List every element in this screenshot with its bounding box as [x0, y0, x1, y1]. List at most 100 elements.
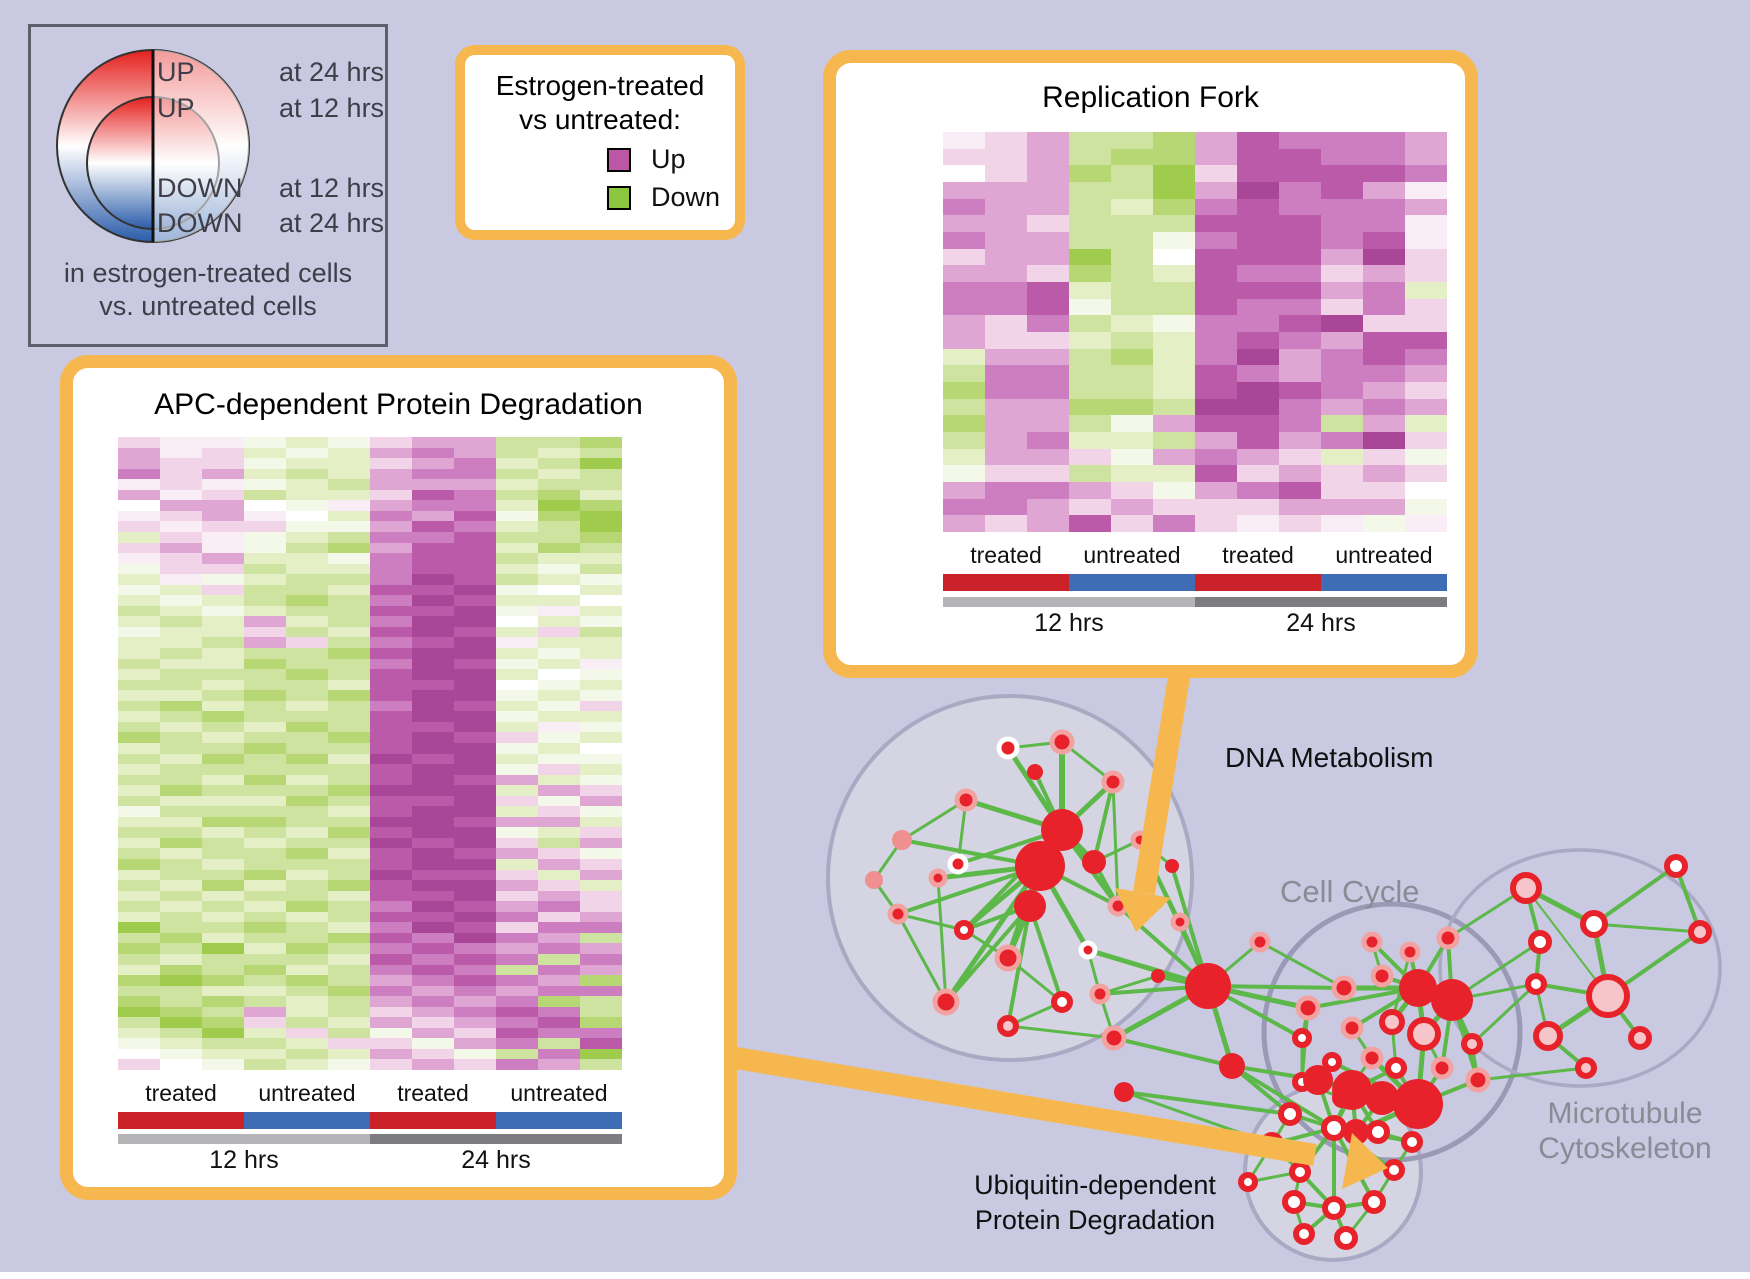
net-node [1399, 941, 1421, 963]
treated-bar [118, 1112, 244, 1129]
net-node [1365, 1081, 1399, 1115]
heat-cell [328, 584, 370, 596]
heat-cell [454, 922, 496, 933]
heat-cell [286, 700, 328, 712]
heat-cell [454, 658, 496, 670]
heat-cell [943, 315, 985, 332]
heat-cell [1279, 331, 1321, 349]
heat-cell [202, 827, 244, 838]
heat-cell [496, 658, 538, 670]
heat-cell [538, 742, 580, 754]
heat-cell [1027, 431, 1069, 449]
heat-cell [286, 848, 328, 859]
heat-cell [328, 489, 370, 501]
heat-cell [202, 447, 244, 459]
heat-cell [1405, 148, 1447, 166]
heat-cell [370, 785, 412, 796]
heat-cell [244, 531, 286, 543]
heat-cell [1111, 315, 1153, 332]
heat-cell [580, 1038, 622, 1049]
net-edge [1525, 887, 1609, 997]
net-node [1385, 1057, 1407, 1079]
heat-cell [118, 742, 160, 754]
heat-cell [202, 953, 244, 965]
heat-cell [496, 848, 538, 859]
net-edge [1259, 940, 1345, 990]
heat-cell [328, 479, 370, 490]
heat-cell [160, 1006, 202, 1018]
heat-cell [496, 1038, 538, 1049]
heat-cell [580, 953, 622, 965]
heat-cell [538, 531, 580, 543]
net-edge [1123, 1090, 1291, 1116]
net-node [997, 1015, 1019, 1037]
heat-cell [496, 911, 538, 923]
net-edge [1092, 781, 1115, 863]
heat-cell [1153, 515, 1195, 532]
heat-cell [202, 626, 244, 638]
heat-cell [412, 764, 454, 775]
heat-cell [370, 742, 412, 754]
heat-cell [160, 785, 202, 796]
heat-cell [412, 911, 454, 923]
heat-cell [160, 521, 202, 532]
heat-cell [244, 753, 286, 765]
net-edge [1593, 922, 1701, 934]
heat-cell [286, 637, 328, 648]
heat-cell [1363, 231, 1405, 249]
panel-apc-degradation: APC-dependent Protein Degradation treate… [60, 355, 737, 1200]
heat-cell [1027, 498, 1069, 516]
heat-cell [244, 721, 286, 733]
net-node [996, 736, 1020, 760]
heat-cell [985, 481, 1027, 499]
heat-cell [160, 774, 202, 786]
heat-cell [202, 753, 244, 765]
heat-cell [1153, 431, 1195, 449]
heat-cell [328, 574, 370, 585]
heat-cell [1279, 365, 1321, 382]
time-24h-bar [1195, 597, 1447, 607]
heat-cell [454, 901, 496, 912]
heat-cell [160, 869, 202, 881]
heat-cell [328, 975, 370, 986]
heat-cell [412, 584, 454, 596]
heat-cell [202, 785, 244, 796]
heat-cell [985, 181, 1027, 199]
heat-cell [454, 848, 496, 859]
heat-cell [1111, 431, 1153, 449]
heat-cell [580, 785, 622, 796]
heat-cell [412, 922, 454, 933]
heat-cell [985, 148, 1027, 166]
cluster-label-ubiquitin-degradation: Ubiquitin-dependent Protein Degradation [940, 1168, 1250, 1238]
heat-cell [538, 996, 580, 1007]
heat-cell [202, 721, 244, 733]
heat-cell [1237, 298, 1279, 316]
heat-cell [1027, 381, 1069, 399]
net-node [1249, 931, 1271, 953]
net-node [954, 788, 978, 812]
heat-cell [118, 985, 160, 997]
heat-cell [1195, 231, 1237, 249]
heat-cell [496, 859, 538, 870]
net-node [1089, 983, 1111, 1005]
condition-label: treated [970, 542, 1042, 568]
heat-cell [286, 605, 328, 617]
ring-legend-row: DOWN at 12 hrs [157, 173, 384, 204]
heat-cell [943, 348, 985, 366]
heat-cell [496, 690, 538, 701]
up-color-swatch [607, 147, 631, 172]
heat-cell [1237, 415, 1279, 432]
heat-cell [1405, 415, 1447, 432]
heat-cell [370, 574, 412, 585]
heat-cell [985, 348, 1027, 366]
heat-cell [328, 901, 370, 912]
heat-cell [160, 732, 202, 743]
heat-cell [1237, 132, 1279, 149]
heat-cell [1153, 181, 1195, 199]
heat-cell [286, 531, 328, 543]
heat-cell [1027, 148, 1069, 166]
heat-cell [118, 1038, 160, 1049]
heat-cell [118, 848, 160, 859]
heat-cell [538, 1048, 580, 1060]
heat-cell [160, 827, 202, 838]
